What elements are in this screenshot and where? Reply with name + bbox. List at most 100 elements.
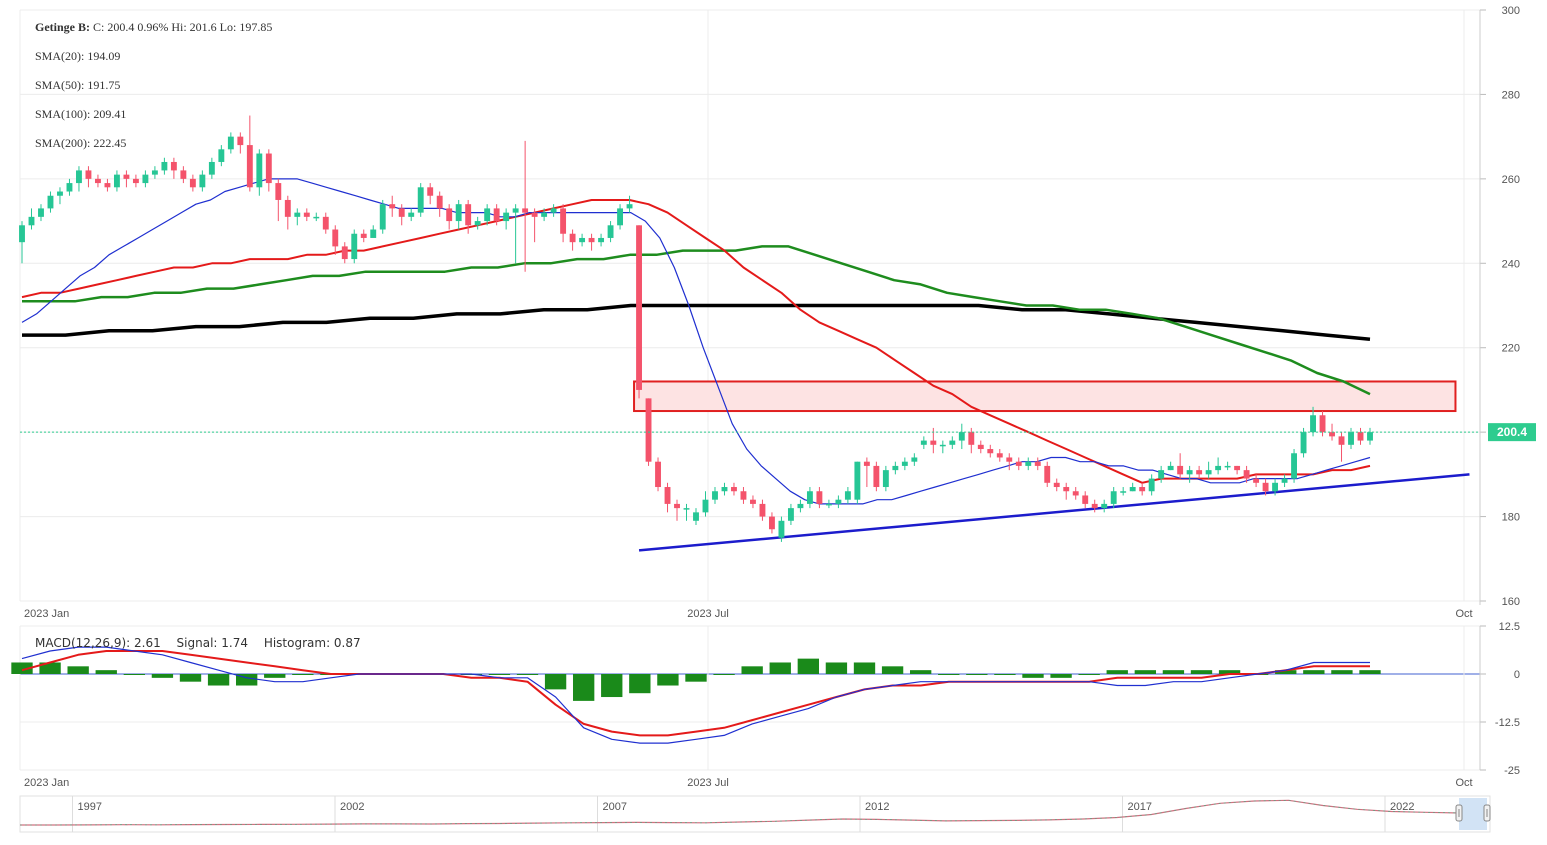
range-navigator[interactable]: 1997 2002 2007 2012 2017 2022 — [19, 795, 1491, 833]
candle-body — [683, 508, 690, 510]
candle-body — [787, 508, 794, 521]
candle — [617, 204, 623, 230]
candle-body — [284, 199, 291, 217]
candle — [66, 178, 73, 196]
candle — [389, 195, 396, 217]
candle — [180, 166, 187, 184]
candle-body — [769, 516, 775, 530]
candle-body — [408, 212, 415, 217]
candle-body — [1110, 491, 1117, 504]
candle — [332, 225, 339, 255]
candle-body — [1177, 465, 1184, 475]
support-trendline — [638, 473, 1470, 552]
histogram-bar — [966, 674, 988, 675]
candle — [579, 233, 586, 247]
candle-body — [1329, 432, 1335, 437]
candle — [560, 204, 567, 243]
candle — [1063, 482, 1070, 500]
candle-body — [1243, 470, 1250, 479]
candle — [816, 487, 823, 509]
candle — [113, 170, 120, 192]
candle-body — [579, 237, 586, 243]
candle-body — [778, 520, 785, 538]
candle — [379, 199, 386, 234]
candle — [484, 204, 491, 226]
candle — [1158, 465, 1165, 483]
candle-body — [569, 233, 576, 243]
candle — [465, 199, 472, 234]
candle-body — [598, 237, 605, 243]
signal-line — [21, 650, 1370, 737]
histogram-bar — [1022, 674, 1044, 678]
candle — [607, 221, 614, 243]
candle — [1034, 457, 1041, 471]
candle — [1053, 478, 1060, 492]
candle-body — [797, 503, 804, 509]
candle — [1129, 482, 1136, 492]
candle-body — [104, 183, 111, 188]
candle-body — [901, 461, 908, 466]
candle — [474, 216, 481, 230]
candle-body — [987, 449, 994, 454]
macd-line — [21, 646, 1370, 744]
sma200-series — [22, 303, 1371, 342]
price-tick-label: 280 — [1502, 89, 1520, 101]
last-price-badge: 200.4 — [1488, 423, 1536, 442]
histogram-bar — [657, 674, 679, 686]
candle — [1148, 474, 1155, 496]
candle — [1110, 487, 1117, 509]
candle — [769, 512, 775, 534]
candle — [1082, 491, 1089, 509]
candle-body — [1006, 457, 1013, 462]
candle — [968, 427, 975, 454]
candle — [398, 204, 405, 226]
candle-body — [208, 161, 215, 175]
sma20-series — [21, 178, 1371, 505]
time-tick-label: Oct — [1455, 608, 1472, 620]
candle-body — [1167, 465, 1174, 471]
time-tick-label: 2023 Jul — [687, 608, 729, 620]
candle — [417, 183, 424, 217]
candle-body — [313, 216, 320, 219]
candle-body — [1082, 495, 1089, 504]
navigator-frame — [19, 795, 1491, 833]
price-tick-label: 160 — [1502, 596, 1520, 608]
candle-body — [854, 461, 861, 500]
candle-body — [151, 170, 158, 175]
candle-body — [607, 225, 614, 238]
candle — [161, 157, 168, 175]
candle-body — [920, 440, 927, 445]
candle — [598, 233, 605, 247]
candle — [95, 174, 101, 188]
candle-body — [816, 491, 823, 504]
histogram-bar — [1078, 674, 1100, 675]
price-tick-label: 220 — [1502, 343, 1520, 355]
candle-body — [123, 174, 130, 179]
histogram-bar — [11, 662, 33, 674]
histogram-bar — [825, 662, 848, 674]
candle-body — [218, 149, 225, 162]
candle — [1234, 465, 1241, 475]
candle-body — [1224, 465, 1231, 468]
candle — [1167, 461, 1174, 471]
candle-body — [1300, 432, 1307, 454]
candle-body — [1338, 436, 1345, 445]
candle — [313, 212, 320, 222]
candle — [408, 208, 415, 222]
candle-body — [1120, 491, 1127, 493]
candle-body — [322, 216, 329, 230]
candle-body — [446, 208, 453, 222]
candle-body — [493, 208, 500, 222]
candle-body — [113, 174, 120, 188]
candle — [427, 183, 434, 205]
candle-body — [996, 453, 1003, 458]
candle-body — [132, 178, 139, 184]
candle — [655, 457, 661, 492]
macd-tick-label: 12.5 — [1499, 621, 1520, 633]
sma50-legend: SMA(50): 191.75 — [35, 78, 121, 92]
candle-body — [417, 187, 424, 213]
candle-body — [636, 225, 642, 390]
candle — [920, 436, 927, 450]
sma50-line — [21, 199, 1371, 484]
